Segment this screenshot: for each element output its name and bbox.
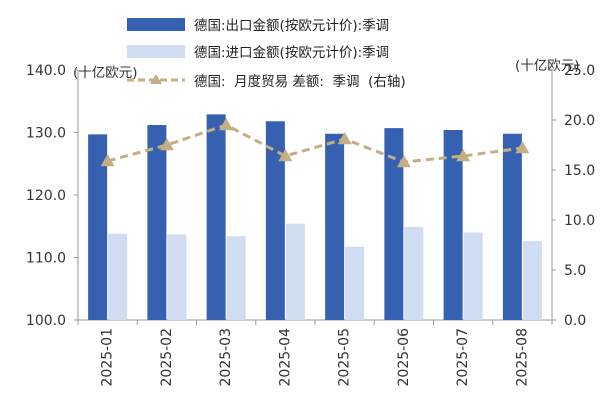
export-bar (325, 133, 345, 320)
right-tick-label: 10.0 (564, 213, 595, 229)
right-axis-unit: (十亿欧元) (515, 58, 580, 74)
balance-point (219, 118, 234, 131)
legend-swatch-imports (127, 45, 185, 58)
left-tick-label: 140.0 (26, 63, 66, 79)
import-bar (463, 232, 483, 320)
legend-label-exports: 德国:出口金额(按欧元计价):季调 (194, 18, 389, 34)
balance-point (100, 154, 115, 167)
import-bar (108, 233, 128, 320)
balance-line (107, 123, 523, 164)
legend: 德国:出口金额(按欧元计价):季调 德国:进口金额(按欧元计价):季调 德国: … (127, 18, 406, 90)
left-tick-label: 120.0 (26, 188, 66, 204)
import-bar (285, 223, 305, 320)
export-bar (443, 130, 463, 320)
right-tick-label: 15.0 (564, 163, 595, 179)
legend-label-imports: 德国:进口金额(按欧元计价):季调 (194, 45, 389, 61)
x-axis-ticks: 2025-01 2025-02 2025-03 2025-04 2025-05 2025-… (77, 320, 553, 387)
balance-point (337, 132, 352, 145)
x-tick-label: 2025-03 (218, 328, 234, 387)
right-tick-label: 0.0 (564, 313, 586, 329)
import-bar (522, 241, 542, 320)
x-tick-label: 2025-05 (337, 328, 353, 387)
balance-point (515, 141, 530, 154)
import-bar (226, 236, 246, 320)
x-tick-label: 2025-08 (514, 328, 530, 387)
left-tick-label: 130.0 (26, 126, 66, 142)
x-tick-label: 2025-07 (455, 328, 471, 387)
balance-point (396, 155, 411, 168)
export-bar (502, 133, 522, 320)
import-bar (167, 234, 187, 320)
left-axis-unit: (十亿欧元) (73, 65, 138, 81)
export-bar (147, 125, 167, 320)
import-bar (345, 246, 365, 320)
import-bar (404, 226, 424, 320)
bars (88, 114, 542, 320)
balance-point (456, 149, 471, 162)
right-axis-ticks: 25.0 20.0 15.0 10.0 5.0 0.0 (552, 63, 595, 329)
x-tick-label: 2025-01 (100, 328, 116, 387)
left-axis-ticks: 140.0 130.0 120.0 110.0 100.0 (26, 63, 78, 329)
left-tick-label: 110.0 (26, 251, 66, 267)
right-tick-label: 20.0 (564, 113, 595, 129)
export-bar (265, 121, 285, 320)
right-tick-label: 5.0 (564, 263, 586, 279)
x-tick-label: 2025-06 (396, 328, 412, 387)
export-bar (384, 128, 404, 320)
export-bar (88, 134, 108, 320)
legend-swatch-exports (127, 18, 185, 31)
right-tick-label: 25.0 (564, 63, 595, 79)
legend-swatch-balance-marker (150, 74, 162, 84)
export-bar (206, 114, 226, 320)
legend-label-balance: 德国: 月度贸易 差额: 季调 (右轴) (194, 74, 406, 90)
x-tick-label: 2025-04 (277, 328, 293, 387)
balance-point (159, 138, 174, 151)
left-tick-label: 100.0 (26, 313, 66, 329)
balance-point (278, 149, 293, 162)
x-tick-label: 2025-02 (159, 328, 175, 387)
balance-line-series (100, 118, 530, 168)
